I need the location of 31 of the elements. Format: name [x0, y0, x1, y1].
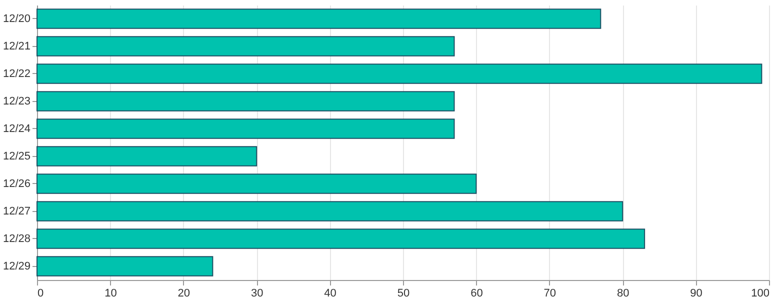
- bar: [36, 146, 258, 166]
- bar: [36, 64, 762, 84]
- bar: [36, 256, 214, 276]
- x-tick-label: 10: [104, 288, 117, 300]
- bar: [36, 8, 602, 29]
- y-tick-label: 12/26: [2, 178, 30, 190]
- x-tick-label: 30: [250, 288, 264, 300]
- x-tick-label: 0: [38, 288, 44, 300]
- y-tick-label: 12/24: [2, 122, 30, 135]
- bar: [36, 36, 455, 56]
- y-tick-label: 12/20: [2, 12, 30, 25]
- x-tick-label: 90: [690, 288, 702, 300]
- y-tick-label: 12/22: [2, 68, 30, 80]
- bar: [36, 174, 477, 194]
- bar: [36, 118, 455, 139]
- y-tick-label: 12/28: [2, 232, 30, 245]
- bar: [36, 201, 624, 222]
- x-tick-label: 40: [324, 288, 336, 300]
- y-tick-label: 12/27: [2, 205, 30, 218]
- y-tick-label: 12/25: [2, 150, 30, 162]
- y-tick-label: 12/21: [2, 40, 30, 52]
- x-tick-label: 50: [397, 288, 410, 300]
- x-tick-label: 20: [178, 288, 190, 300]
- bar: [36, 91, 455, 112]
- bar: [36, 228, 646, 249]
- x-tick-label: 100: [751, 288, 770, 300]
- x-tick-label: 60: [470, 288, 483, 300]
- y-tick-label: 12/23: [2, 95, 30, 108]
- y-tick-label: 12/29: [2, 260, 30, 272]
- x-tick-label: 70: [544, 288, 556, 300]
- x-tick-label: 80: [616, 288, 630, 300]
